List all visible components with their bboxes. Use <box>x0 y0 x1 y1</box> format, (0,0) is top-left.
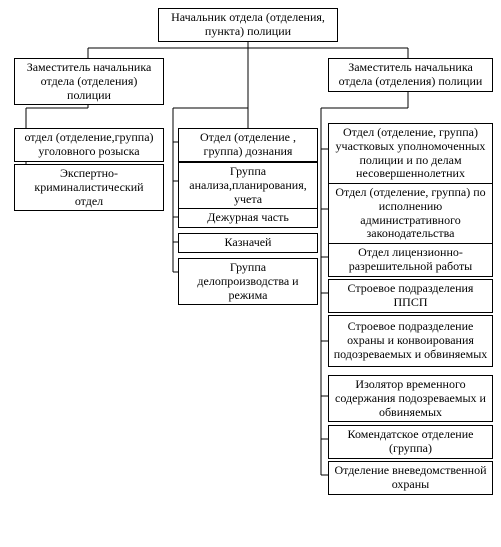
node-label: Отдел (отделение, группа) по исполнению … <box>333 186 488 241</box>
node-c3: Дежурная часть <box>178 208 318 228</box>
node-label: Комендатское отделение (группа) <box>333 428 488 456</box>
node-r7: Комендатское отделение (группа) <box>328 425 493 459</box>
node-label: Отдел (отделение, группа) участковых упо… <box>333 126 488 181</box>
node-label: Казначей <box>225 236 272 250</box>
org-chart-canvas: Начальник отдела (отделения, пункта) пол… <box>8 8 493 539</box>
node-dep1: Заместитель начальника отдела (отделения… <box>14 58 164 105</box>
node-r2: Отдел (отделение, группа) по исполнению … <box>328 183 493 244</box>
node-label: Строевое подразделение охраны и конвоиро… <box>333 320 488 361</box>
node-r3: Отдел лицензионно-разрешительной работы <box>328 243 493 277</box>
node-r4: Строевое подразделения ППСП <box>328 279 493 313</box>
node-label: Изолятор временного содержания подозрева… <box>333 378 488 419</box>
node-r8: Отделение вневедомственной охраны <box>328 461 493 495</box>
node-l1: отдел (отделение,группа) уголовного розы… <box>14 128 164 162</box>
node-r5: Строевое подразделение охраны и конвоиро… <box>328 315 493 367</box>
node-label: Группа анализа,планирования, учета <box>183 165 313 206</box>
node-label: Дежурная часть <box>207 211 289 225</box>
node-label: Экспертно-криминалистический отдел <box>19 167 159 208</box>
node-label: Заместитель начальника отдела (отделения… <box>333 61 488 89</box>
node-r6: Изолятор временного содержания подозрева… <box>328 375 493 422</box>
node-label: Группа делопроизводства и режима <box>183 261 313 302</box>
node-c1: Отдел (отделение , группа) дознания <box>178 128 318 162</box>
node-root: Начальник отдела (отделения, пункта) пол… <box>158 8 338 42</box>
node-label: Отдел лицензионно-разрешительной работы <box>333 246 488 274</box>
node-c5: Группа делопроизводства и режима <box>178 258 318 305</box>
node-label: Отдел (отделение , группа) дознания <box>183 131 313 159</box>
node-label: Заместитель начальника отдела (отделения… <box>19 61 159 102</box>
node-r1: Отдел (отделение, группа) участковых упо… <box>328 123 493 184</box>
node-label: Строевое подразделения ППСП <box>333 282 488 310</box>
node-dep2: Заместитель начальника отдела (отделения… <box>328 58 493 92</box>
node-c4: Казначей <box>178 233 318 253</box>
node-label: Начальник отдела (отделения, пункта) пол… <box>163 11 333 39</box>
node-label: отдел (отделение,группа) уголовного розы… <box>19 131 159 159</box>
node-c2: Группа анализа,планирования, учета <box>178 162 318 209</box>
node-l2: Экспертно-криминалистический отдел <box>14 164 164 211</box>
node-label: Отделение вневедомственной охраны <box>333 464 488 492</box>
